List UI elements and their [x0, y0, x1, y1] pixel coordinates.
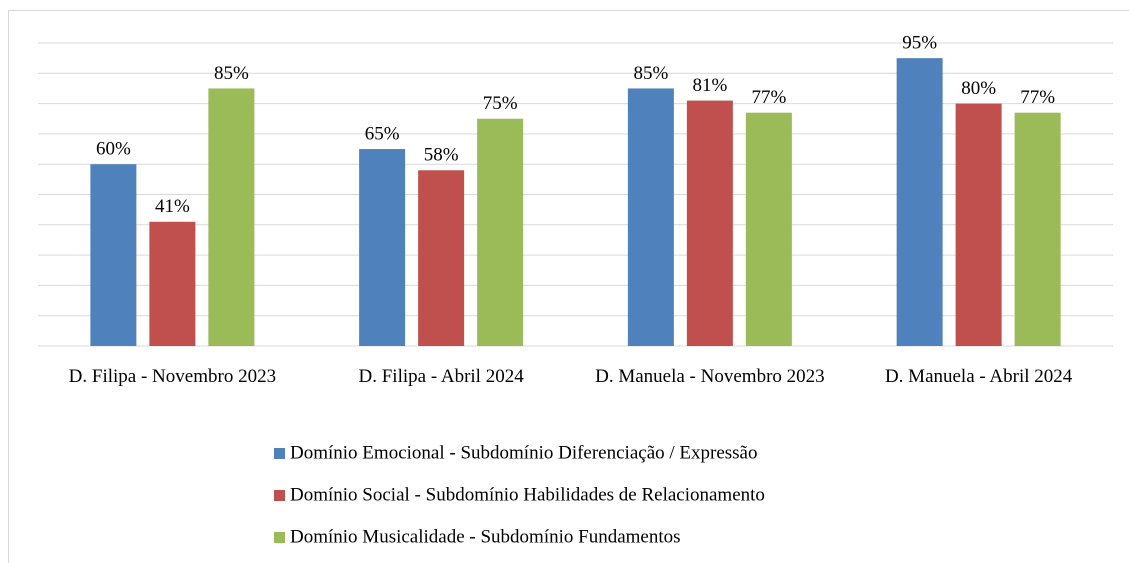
bar	[90, 164, 137, 346]
data-label: 77%	[751, 87, 786, 108]
bar	[745, 112, 792, 346]
bar	[359, 149, 406, 346]
data-label: 77%	[1020, 87, 1055, 108]
x-tick-label: D. Filipa - Novembro 2023	[68, 366, 277, 387]
legend-swatch	[274, 448, 285, 459]
data-label: 65%	[365, 123, 400, 144]
data-label: 58%	[424, 145, 459, 166]
bar	[896, 58, 943, 347]
bar	[418, 170, 465, 346]
data-label: 80%	[961, 78, 996, 99]
legend-swatch	[274, 532, 285, 543]
data-label: 60%	[96, 139, 131, 160]
bar	[149, 221, 196, 346]
data-label: 81%	[692, 75, 727, 96]
legend-swatch	[274, 490, 285, 501]
bar	[686, 100, 733, 346]
bar	[477, 118, 524, 346]
data-label: 85%	[633, 63, 668, 84]
chart-border	[8, 10, 1129, 563]
bar	[208, 88, 255, 346]
x-tick-label: D. Manuela - Novembro 2023	[595, 366, 825, 387]
legend-label: Domínio Emocional - Subdomínio Diferenci…	[290, 442, 758, 463]
legend-label: Domínio Social - Subdomínio Habilidades …	[290, 484, 765, 505]
bar	[627, 88, 674, 346]
bar	[955, 103, 1002, 346]
data-label: 75%	[483, 93, 518, 114]
data-label: 41%	[155, 196, 190, 217]
x-tick-label: D. Filipa - Abril 2024	[358, 366, 524, 387]
x-tick-label: D. Manuela - Abril 2024	[884, 366, 1073, 387]
data-label: 85%	[214, 63, 249, 84]
bar	[1014, 112, 1061, 346]
data-label: 95%	[902, 33, 937, 54]
legend-label: Domínio Musicalidade - Subdomínio Fundam…	[290, 526, 681, 547]
